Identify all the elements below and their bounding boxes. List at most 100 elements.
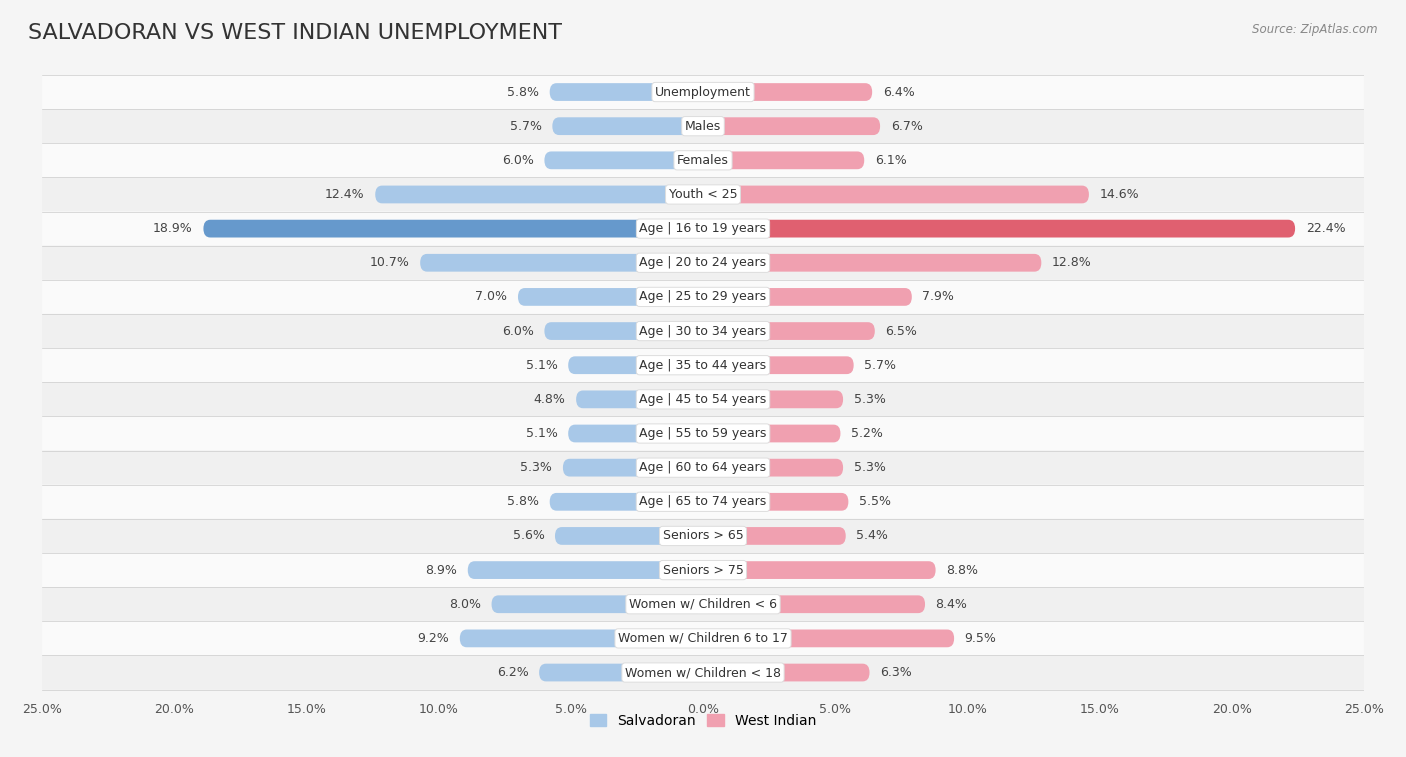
Text: Age | 55 to 59 years: Age | 55 to 59 years — [640, 427, 766, 440]
Text: 12.4%: 12.4% — [325, 188, 364, 201]
Text: 6.0%: 6.0% — [502, 325, 534, 338]
Text: 5.7%: 5.7% — [510, 120, 541, 132]
Text: 6.4%: 6.4% — [883, 86, 914, 98]
FancyBboxPatch shape — [42, 382, 1364, 416]
FancyBboxPatch shape — [703, 322, 875, 340]
FancyBboxPatch shape — [42, 246, 1364, 280]
FancyBboxPatch shape — [538, 664, 703, 681]
Text: 8.9%: 8.9% — [425, 564, 457, 577]
FancyBboxPatch shape — [42, 656, 1364, 690]
Legend: Salvadoran, West Indian: Salvadoran, West Indian — [583, 709, 823, 734]
Text: Females: Females — [678, 154, 728, 167]
Text: Women w/ Children < 6: Women w/ Children < 6 — [628, 598, 778, 611]
Text: Age | 60 to 64 years: Age | 60 to 64 years — [640, 461, 766, 474]
FancyBboxPatch shape — [42, 211, 1364, 246]
FancyBboxPatch shape — [703, 254, 1042, 272]
Text: Age | 25 to 29 years: Age | 25 to 29 years — [640, 291, 766, 304]
FancyBboxPatch shape — [703, 425, 841, 442]
Text: 5.4%: 5.4% — [856, 529, 889, 543]
FancyBboxPatch shape — [42, 587, 1364, 621]
FancyBboxPatch shape — [544, 322, 703, 340]
Text: 5.3%: 5.3% — [853, 393, 886, 406]
FancyBboxPatch shape — [703, 117, 880, 135]
Text: 5.1%: 5.1% — [526, 427, 558, 440]
FancyBboxPatch shape — [703, 459, 844, 477]
Text: 14.6%: 14.6% — [1099, 188, 1139, 201]
FancyBboxPatch shape — [550, 83, 703, 101]
Text: Age | 65 to 74 years: Age | 65 to 74 years — [640, 495, 766, 508]
Text: 6.5%: 6.5% — [886, 325, 917, 338]
FancyBboxPatch shape — [517, 288, 703, 306]
Text: 6.7%: 6.7% — [890, 120, 922, 132]
Text: 5.8%: 5.8% — [508, 86, 538, 98]
Text: 6.3%: 6.3% — [880, 666, 912, 679]
FancyBboxPatch shape — [42, 416, 1364, 450]
Text: Unemployment: Unemployment — [655, 86, 751, 98]
Text: Women w/ Children 6 to 17: Women w/ Children 6 to 17 — [619, 632, 787, 645]
FancyBboxPatch shape — [42, 519, 1364, 553]
FancyBboxPatch shape — [204, 220, 703, 238]
FancyBboxPatch shape — [568, 425, 703, 442]
Text: 9.5%: 9.5% — [965, 632, 997, 645]
Text: 18.9%: 18.9% — [153, 222, 193, 235]
Text: 5.5%: 5.5% — [859, 495, 891, 508]
FancyBboxPatch shape — [703, 493, 848, 511]
Text: 8.0%: 8.0% — [449, 598, 481, 611]
FancyBboxPatch shape — [703, 561, 935, 579]
FancyBboxPatch shape — [703, 151, 865, 170]
FancyBboxPatch shape — [544, 151, 703, 170]
FancyBboxPatch shape — [703, 185, 1088, 204]
Text: 5.2%: 5.2% — [851, 427, 883, 440]
Text: 8.8%: 8.8% — [946, 564, 979, 577]
Text: 5.6%: 5.6% — [513, 529, 544, 543]
FancyBboxPatch shape — [576, 391, 703, 408]
Text: Age | 20 to 24 years: Age | 20 to 24 years — [640, 257, 766, 269]
FancyBboxPatch shape — [553, 117, 703, 135]
FancyBboxPatch shape — [42, 314, 1364, 348]
Text: SALVADORAN VS WEST INDIAN UNEMPLOYMENT: SALVADORAN VS WEST INDIAN UNEMPLOYMENT — [28, 23, 562, 42]
Text: 22.4%: 22.4% — [1306, 222, 1346, 235]
Text: 10.7%: 10.7% — [370, 257, 409, 269]
FancyBboxPatch shape — [703, 664, 869, 681]
FancyBboxPatch shape — [42, 109, 1364, 143]
FancyBboxPatch shape — [42, 177, 1364, 211]
FancyBboxPatch shape — [492, 595, 703, 613]
Text: 7.0%: 7.0% — [475, 291, 508, 304]
Text: Youth < 25: Youth < 25 — [669, 188, 737, 201]
FancyBboxPatch shape — [42, 280, 1364, 314]
FancyBboxPatch shape — [42, 484, 1364, 519]
Text: Source: ZipAtlas.com: Source: ZipAtlas.com — [1253, 23, 1378, 36]
FancyBboxPatch shape — [550, 493, 703, 511]
FancyBboxPatch shape — [468, 561, 703, 579]
Text: Males: Males — [685, 120, 721, 132]
Text: Women w/ Children < 18: Women w/ Children < 18 — [626, 666, 780, 679]
Text: 5.8%: 5.8% — [508, 495, 538, 508]
FancyBboxPatch shape — [42, 75, 1364, 109]
FancyBboxPatch shape — [703, 220, 1295, 238]
Text: Age | 45 to 54 years: Age | 45 to 54 years — [640, 393, 766, 406]
Text: 5.1%: 5.1% — [526, 359, 558, 372]
Text: 7.9%: 7.9% — [922, 291, 955, 304]
FancyBboxPatch shape — [460, 630, 703, 647]
FancyBboxPatch shape — [703, 288, 912, 306]
Text: 8.4%: 8.4% — [935, 598, 967, 611]
Text: 5.7%: 5.7% — [865, 359, 896, 372]
FancyBboxPatch shape — [555, 527, 703, 545]
FancyBboxPatch shape — [568, 357, 703, 374]
Text: 4.8%: 4.8% — [534, 393, 565, 406]
FancyBboxPatch shape — [703, 527, 846, 545]
Text: Age | 30 to 34 years: Age | 30 to 34 years — [640, 325, 766, 338]
Text: 12.8%: 12.8% — [1052, 257, 1091, 269]
Text: 5.3%: 5.3% — [520, 461, 553, 474]
FancyBboxPatch shape — [703, 630, 955, 647]
FancyBboxPatch shape — [703, 595, 925, 613]
Text: Age | 16 to 19 years: Age | 16 to 19 years — [640, 222, 766, 235]
FancyBboxPatch shape — [375, 185, 703, 204]
FancyBboxPatch shape — [420, 254, 703, 272]
Text: 6.1%: 6.1% — [875, 154, 907, 167]
Text: Seniors > 75: Seniors > 75 — [662, 564, 744, 577]
FancyBboxPatch shape — [42, 450, 1364, 484]
FancyBboxPatch shape — [42, 348, 1364, 382]
Text: 5.3%: 5.3% — [853, 461, 886, 474]
FancyBboxPatch shape — [42, 621, 1364, 656]
